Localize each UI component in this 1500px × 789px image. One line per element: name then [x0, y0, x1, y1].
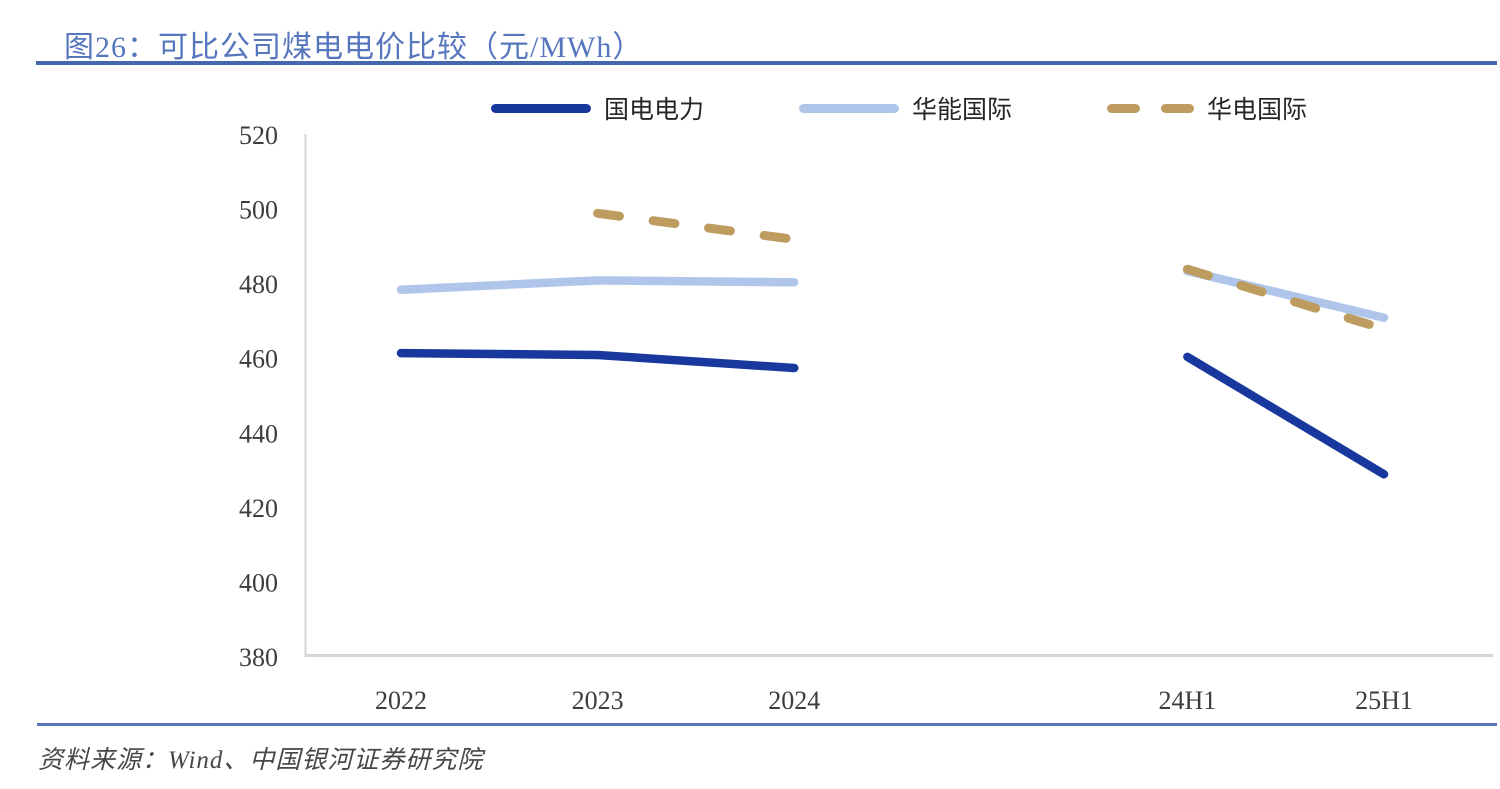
- x-tick-label: 2022: [375, 686, 427, 715]
- legend-line-swatch-solid: [798, 103, 899, 113]
- x-tick-label: 2024: [768, 686, 820, 715]
- y-tick-label: 520: [239, 121, 278, 150]
- y-tick-label: 380: [239, 643, 278, 672]
- legend-item-huadian: 华电国际: [1107, 90, 1307, 126]
- legend-item-guodian: 国电电力: [490, 90, 704, 126]
- series-line-华能国际: [396, 276, 799, 294]
- x-tick-label: 25H1: [1355, 686, 1413, 715]
- legend-line-swatch-solid: [490, 103, 591, 113]
- legend-item-huaneng: 华能国际: [798, 90, 1012, 126]
- legend-label: 华电国际: [1207, 97, 1308, 124]
- y-tick-label: 400: [239, 568, 278, 597]
- title-divider-line: [36, 61, 1497, 65]
- legend-label: 国电电力: [603, 97, 704, 124]
- x-tick-label: 24H1: [1159, 686, 1217, 715]
- series-line-国电电力: [1183, 352, 1389, 479]
- legend-label: 华能国际: [911, 97, 1012, 124]
- figure-title: 图26：可比公司煤电电价比较（元/MWh）: [64, 31, 644, 64]
- series-line-华电国际: [1182, 264, 1389, 334]
- footer-divider-line: [37, 723, 1497, 726]
- source-note: 资料来源：Wind、中国银河证券研究院: [38, 747, 484, 774]
- x-tick-label: 2023: [572, 686, 624, 715]
- legend-line-swatch-dashed: [1107, 103, 1194, 113]
- y-tick-label: 480: [239, 270, 278, 299]
- chart-legend: 国电电力 华能国际 华电国际: [305, 94, 1493, 124]
- legend-dash: [1107, 103, 1140, 113]
- series-line-华电国际: [593, 208, 799, 244]
- y-tick-label: 440: [239, 419, 278, 448]
- y-tick-label: 420: [239, 494, 278, 523]
- legend-dash: [1161, 103, 1194, 113]
- y-tick-label: 460: [239, 345, 278, 374]
- series-line-国电电力: [396, 348, 799, 373]
- y-tick-label: 500: [239, 196, 278, 225]
- series-line-华能国际: [1183, 266, 1389, 322]
